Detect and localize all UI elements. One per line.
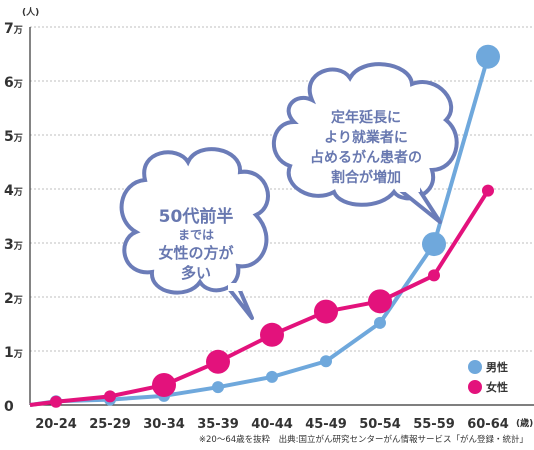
y-tick-label-0: 0 [4,399,14,415]
annotation-employment-line-2: より就業者に [324,129,408,146]
series-1 [29,184,494,408]
legend: 男性 女性 [468,360,508,394]
series-1-point-7 [428,269,440,282]
y-tick-suffix-4: 万 [13,187,23,198]
series-1-point-3 [206,349,230,374]
y-tick-number-3: 3 [4,237,14,253]
y-tick-number-1: 1 [4,345,14,361]
y-tick-suffix-6: 万 [13,79,23,90]
series-layer [29,44,500,408]
y-tick-number-0: 0 [4,399,14,415]
annotation-women-line-1: 50代前半 [159,206,234,227]
x-tick-label-1: 25-29 [89,417,131,432]
x-tick-label-8: 60-64 [467,417,509,432]
y-tick-number-2: 2 [4,291,14,307]
x-axis-unit: (歳) [516,417,533,429]
annotation-women-line-2: までは [178,228,214,242]
x-tick-label-3: 35-39 [197,417,239,432]
x-tick-label-7: 55-59 [413,417,455,432]
annotation-bubble-women: 50代前半 までは 女性の方が 多い [119,147,270,320]
series-1-point-0 [50,395,62,408]
series-1-point-6 [368,289,392,314]
y-tick-suffix-3: 万 [13,241,23,252]
series-0-point-3 [212,381,224,394]
footnote: ※20～64歳を抜粋 出典:国立がん研究センターがん情報サービス「がん登録・統計… [199,434,528,445]
annotation-bubble-employment: 定年延長に より就業者に 占めるがん患者の 割合が増加 [272,62,459,224]
legend-label-women: 女性 [486,380,508,394]
series-0-point-7 [422,232,446,257]
y-tick-suffix-2: 万 [13,295,23,306]
series-1-point-8 [482,184,494,197]
y-tick-label-5: 5万 [4,129,23,145]
annotation-employment-line-4: 割合が増加 [331,169,401,186]
y-tick-label-7: 7万 [4,21,23,37]
y-tick-suffix-5: 万 [13,133,23,144]
y-tick-number-4: 4 [4,183,14,199]
annotation-women-line-3: 女性の方が [158,244,234,262]
series-0-point-4 [266,370,278,383]
y-tick-label-3: 3万 [4,237,23,253]
y-axis-unit: (人) [22,6,39,18]
y-tick-label-6: 6万 [4,75,23,91]
x-tick-label-2: 30-34 [143,417,185,432]
y-tick-label-2: 2万 [4,291,23,307]
annotation-employment-line-3: 占めるがん患者の [310,149,422,166]
y-tick-label-1: 1万 [4,345,23,361]
y-tick-number-7: 7 [4,21,14,37]
series-line-1 [29,189,490,407]
grid-lines [30,26,534,352]
annotation-women-line-4: 多い [181,264,211,282]
annotation-employment-line-1: 定年延長に [331,109,401,126]
axes [29,27,534,406]
y-tick-number-5: 5 [4,129,14,145]
y-tick-number-6: 6 [4,75,14,91]
legend-swatch-men [468,360,482,374]
y-tick-label-4: 4万 [4,183,23,199]
series-0-point-6 [374,316,386,329]
y-tick-suffix-7: 万 [13,25,23,36]
legend-label-men: 男性 [486,360,508,374]
x-tick-label-4: 40-44 [251,417,293,432]
series-0-point-8 [476,44,500,69]
series-1-point-5 [314,299,338,324]
x-tick-label-0: 20-24 [35,417,77,432]
legend-swatch-women [468,380,482,394]
x-tick-labels: 20-24 25-29 30-34 35-39 40-44 45-49 50-54 55-59… [35,417,509,432]
series-1-point-2 [152,373,176,398]
series-1-point-1 [104,390,116,403]
x-tick-label-5: 45-49 [305,417,347,432]
y-tick-suffix-1: 万 [13,349,23,360]
series-0-point-5 [320,355,332,368]
series-1-point-4 [260,322,284,347]
x-tick-label-6: 50-54 [359,417,401,432]
